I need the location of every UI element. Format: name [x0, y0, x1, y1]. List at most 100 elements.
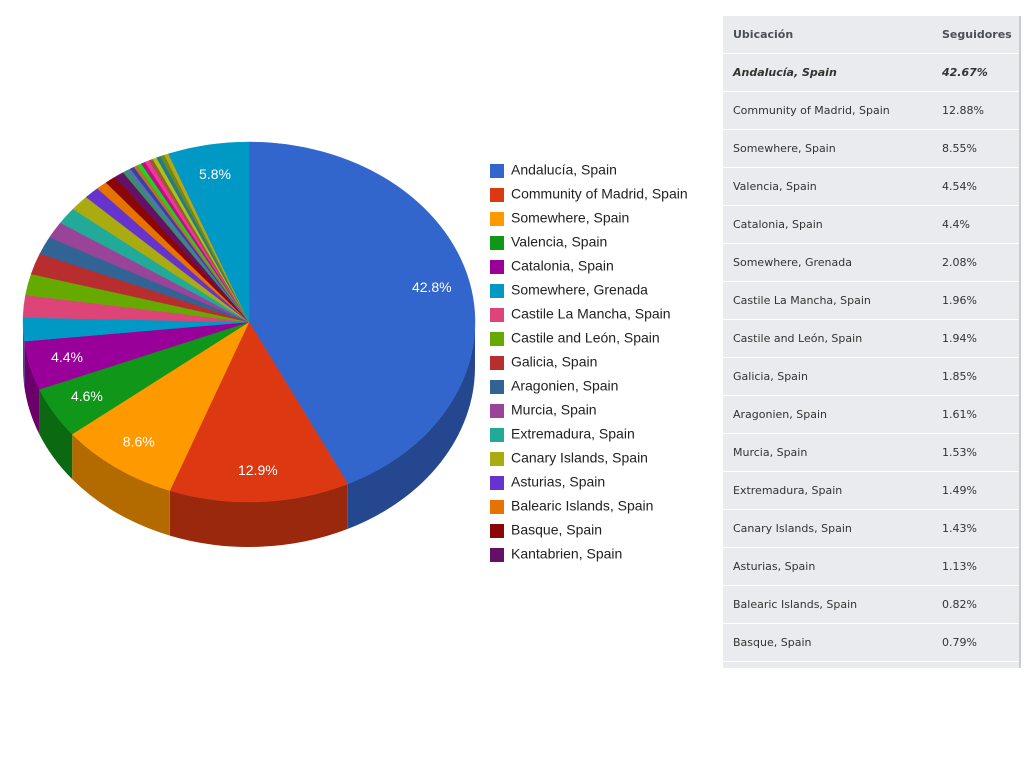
legend-label: Murcia, Spain: [511, 402, 597, 418]
table-cell: Balearic Islands, Spain: [733, 598, 858, 611]
legend-label: Valencia, Spain: [511, 234, 607, 250]
pie-slice-side: [23, 322, 25, 387]
table-cell: 1.94%: [942, 332, 977, 345]
table-cell: 8.55%: [942, 142, 977, 155]
table-row: Somewhere, Spain 8.55%: [723, 130, 1019, 168]
slice-label: 8.6%: [123, 434, 155, 450]
table-row: Catalonia, Spain 4.4%: [723, 206, 1019, 244]
legend-label: Extremadura, Spain: [511, 426, 635, 442]
table-cell: Aragonien, Spain: [733, 408, 827, 421]
table-row: Community of Madrid, Spain 12.88%: [723, 92, 1019, 130]
table-cell: Andalucía, Spain: [733, 66, 837, 79]
table-cell: 0.82%: [942, 598, 977, 611]
legend-swatch: [490, 356, 504, 370]
table-row: Asturias, Spain 1.13%: [723, 548, 1019, 586]
legend-label: Andalucía, Spain: [511, 162, 617, 178]
table-cell: Catalonia, Spain: [733, 218, 823, 231]
legend-swatch: [490, 476, 504, 490]
table-row: Basque, Spain 0.79%: [723, 624, 1019, 662]
pie-sides: [23, 322, 475, 547]
legend-swatch: [490, 452, 504, 466]
table-row: Aragonien, Spain 1.61%: [723, 396, 1019, 434]
pie-slice: [71, 321, 250, 491]
legend-swatch: [490, 524, 504, 538]
pie-slice: [248, 141, 476, 485]
pie-slice-side: [347, 322, 475, 529]
legend-swatch: [490, 308, 504, 322]
legend-swatch: [490, 500, 504, 514]
header-cell: Seguidores: [942, 28, 1012, 41]
table-cell: Canary Islands, Spain: [733, 522, 852, 535]
table-row: Somewhere, Grenada 2.08%: [723, 244, 1019, 282]
legend-label: Somewhere, Spain: [511, 210, 629, 226]
table-row: Castile and León, Spain 1.94%: [723, 320, 1019, 358]
table-row: Galicia, Spain 1.85%: [723, 358, 1019, 396]
legend-label: Community of Madrid, Spain: [511, 186, 688, 202]
table-cell: 0.79%: [942, 636, 977, 649]
legend-swatch: [490, 404, 504, 418]
legend-label: Castile La Mancha, Spain: [511, 306, 671, 322]
table-cell: 42.67%: [942, 66, 988, 79]
table-cell: 4.54%: [942, 180, 977, 193]
legend-swatch: [490, 284, 504, 298]
table-header: Ubicación Seguidores: [723, 16, 1019, 54]
legend-label: Asturias, Spain: [511, 474, 605, 490]
table-cell: Castile and León, Spain: [733, 332, 863, 345]
table-cell: Asturias, Spain: [733, 560, 816, 573]
table-cell: 1.13%: [942, 560, 977, 573]
legend-swatch: [490, 212, 504, 226]
pie-tops: [22, 141, 476, 503]
pie-slice: [169, 321, 349, 503]
table-row: Castile La Mancha, Spain 1.96%: [723, 282, 1019, 320]
table-cell: Extremadura, Spain: [733, 484, 843, 497]
table-cell: 1.49%: [942, 484, 977, 497]
table-cell: Community of Madrid, Spain: [733, 104, 890, 117]
slice-label: 42.8%: [412, 279, 452, 295]
table-cell: 12.88%: [942, 104, 984, 117]
table-row: Valencia, Spain 4.54%: [723, 168, 1019, 206]
data-table: Ubicación Seguidores Andalucía, Spain 42.…: [723, 16, 1021, 668]
legend-swatch: [490, 188, 504, 202]
table-cell: 1.43%: [942, 522, 977, 535]
legend-label: Kantabrien, Spain: [511, 546, 622, 562]
table-row: Murcia, Spain 1.53%: [723, 434, 1019, 472]
table-cell: 4.4%: [942, 218, 970, 231]
legend-label: Catalonia, Spain: [511, 258, 614, 274]
legend-label: Somewhere, Grenada: [511, 282, 648, 298]
legend-swatch: [490, 428, 504, 442]
table-cell: 2.08%: [942, 256, 977, 269]
legend-swatch: [490, 332, 504, 346]
header-cell: Ubicación: [733, 28, 794, 41]
table-row: Andalucía, Spain 42.67%: [723, 54, 1019, 92]
pie-slice: [168, 141, 250, 323]
table-cell: Murcia, Spain: [733, 446, 808, 459]
slice-label: 5.8%: [199, 166, 231, 182]
legend-label: Aragonien, Spain: [511, 378, 618, 394]
legend-label: Basque, Spain: [511, 522, 602, 538]
table-cell: 1.53%: [942, 446, 977, 459]
table-row: Canary Islands, Spain 1.43%: [723, 510, 1019, 548]
legend-label: Canary Islands, Spain: [511, 450, 648, 466]
table-cell: 1.85%: [942, 370, 977, 383]
slice-label: 4.4%: [51, 349, 83, 365]
table-cell: 1.61%: [942, 408, 977, 421]
table-row: Balearic Islands, Spain 0.82%: [723, 586, 1019, 624]
pie-slice-side: [169, 483, 348, 547]
table-cell: Basque, Spain: [733, 636, 812, 649]
pie-slice-side: [39, 389, 73, 480]
legend-label: Galicia, Spain: [511, 354, 597, 370]
pie-labels: 42.8% 12.9% 8.6% 4.6% 4.4% 5.8%: [51, 166, 452, 478]
table-cell: Somewhere, Spain: [733, 142, 836, 155]
legend-label: Castile and León, Spain: [511, 330, 660, 346]
legend-swatch: [490, 236, 504, 250]
slice-label: 12.9%: [238, 462, 278, 478]
table-cell: Galicia, Spain: [733, 370, 808, 383]
table-cell: Valencia, Spain: [733, 180, 817, 193]
table-row: Extremadura, Spain 1.49%: [723, 472, 1019, 510]
legend-label: Balearic Islands, Spain: [511, 498, 653, 514]
table-cell: Castile La Mancha, Spain: [733, 294, 871, 307]
slice-label: 4.6%: [71, 388, 103, 404]
legend-swatch: [490, 380, 504, 394]
table-cell: 1.96%: [942, 294, 977, 307]
